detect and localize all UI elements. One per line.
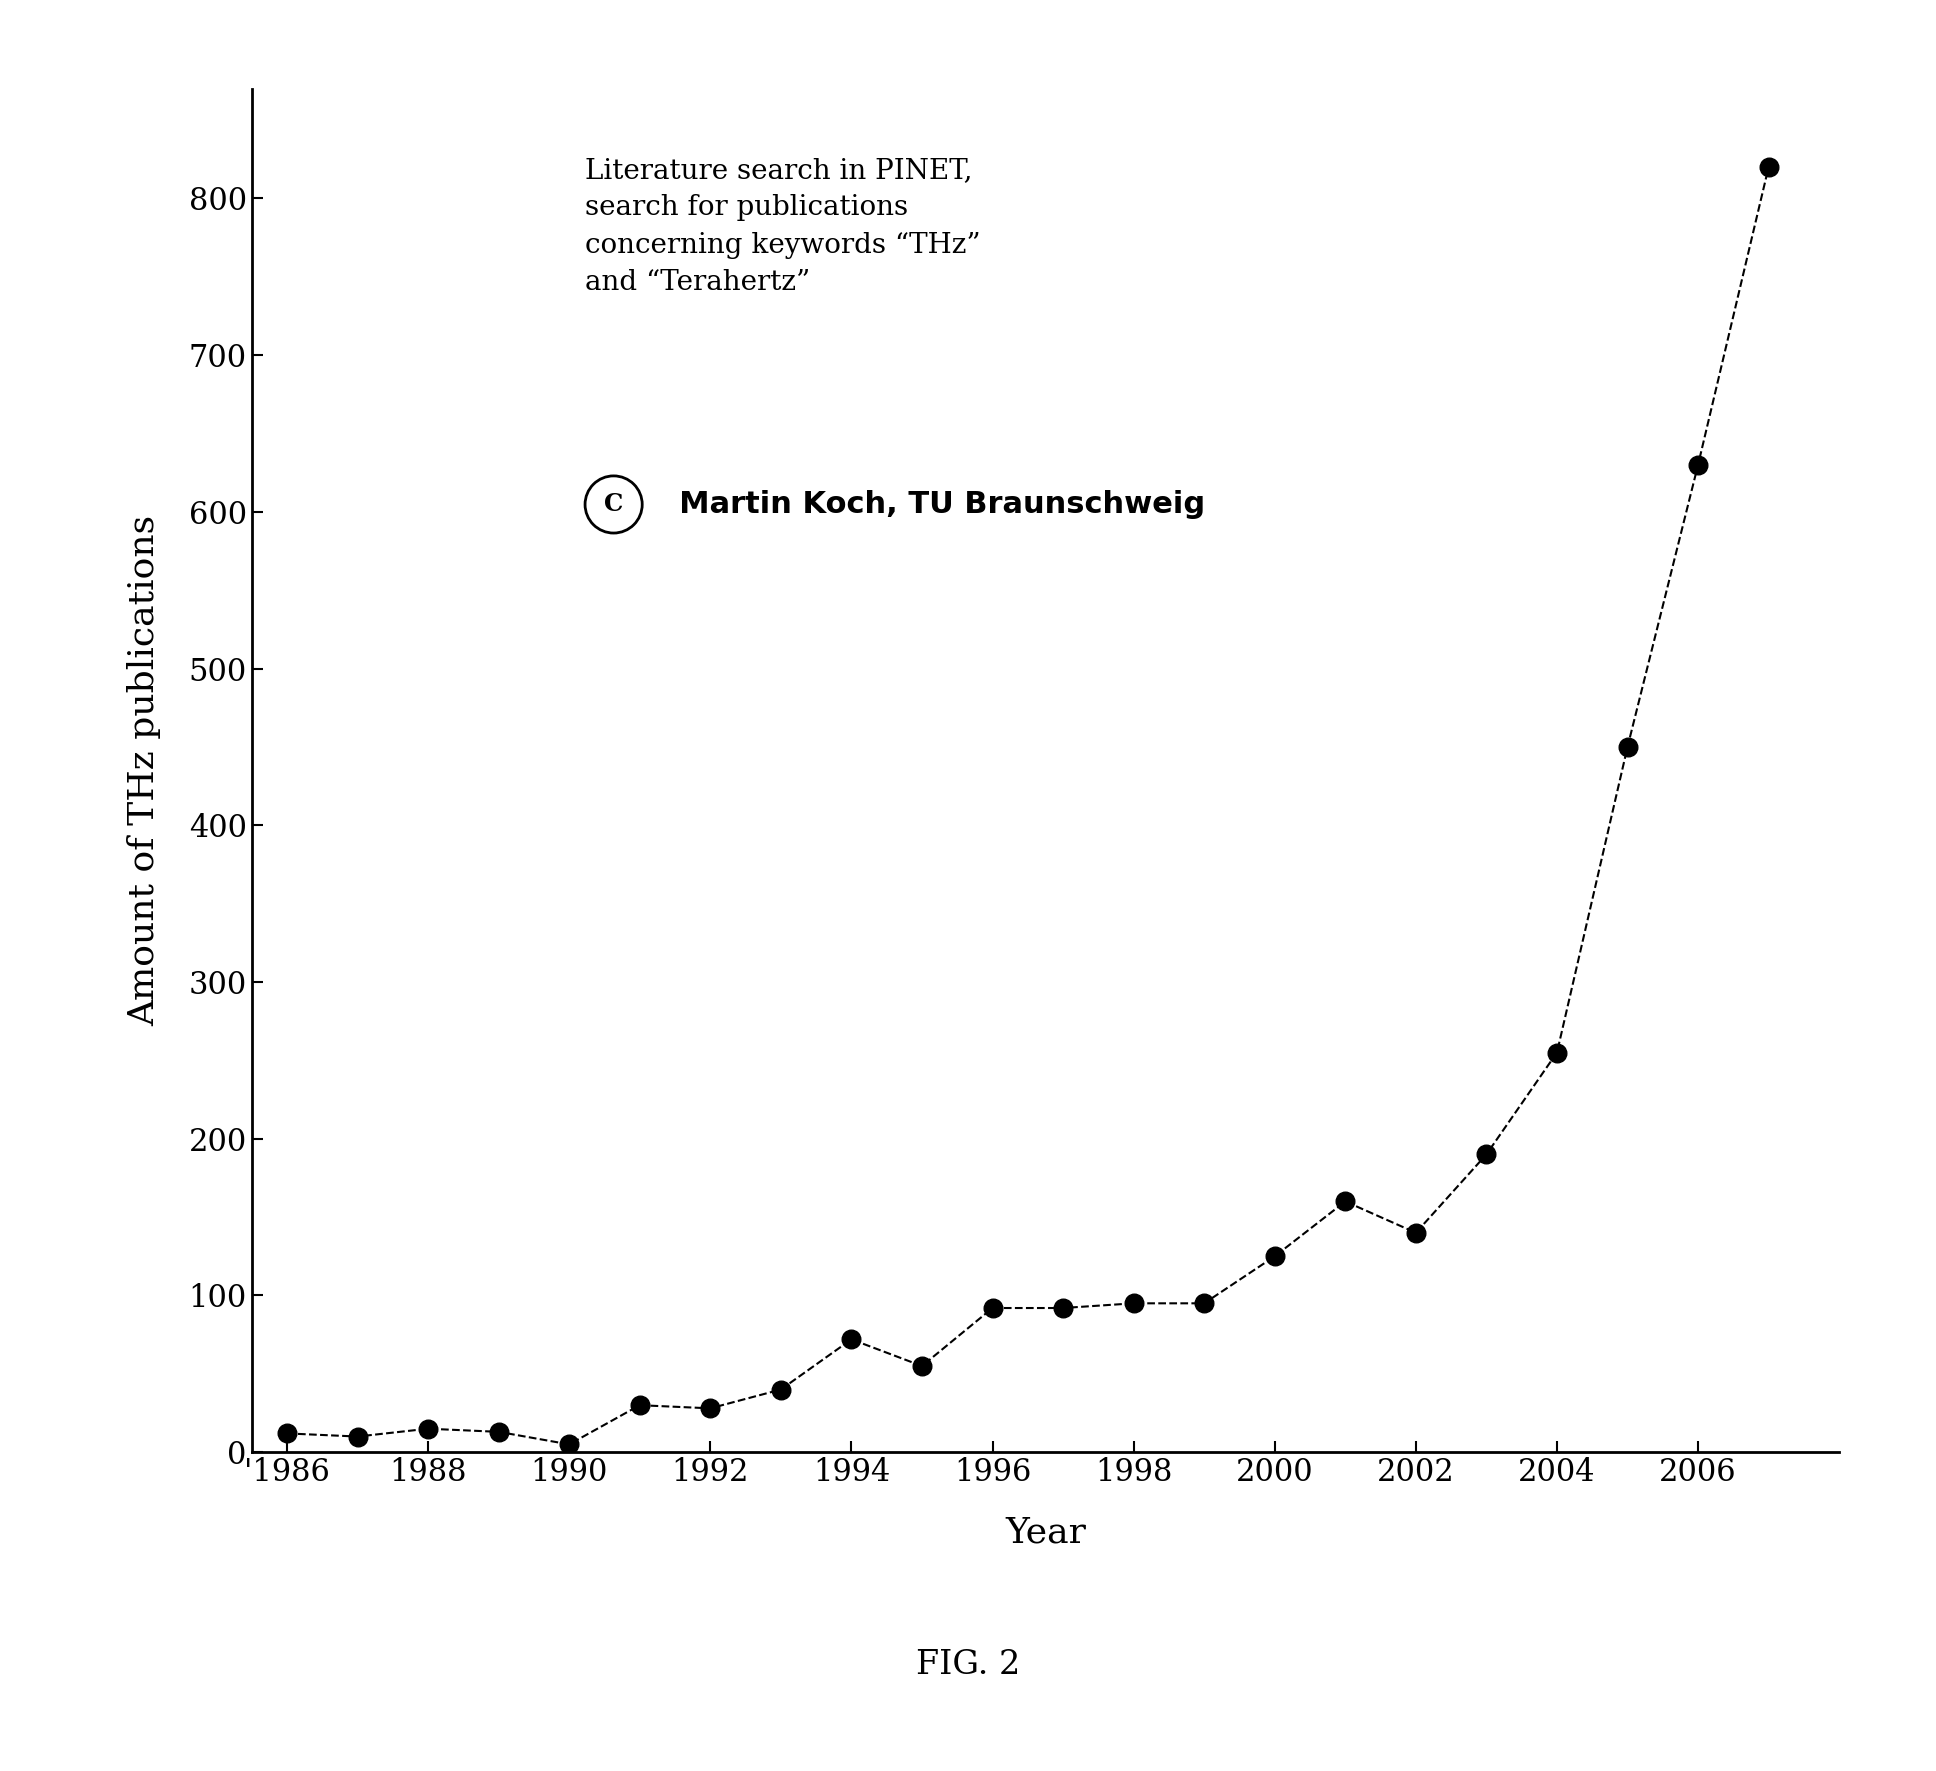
Point bbox=[978, 1295, 1009, 1323]
Point bbox=[1047, 1295, 1078, 1323]
Point bbox=[343, 1422, 374, 1450]
Point bbox=[1189, 1289, 1220, 1318]
Point bbox=[412, 1415, 443, 1443]
Point bbox=[271, 1419, 302, 1447]
Point bbox=[836, 1325, 867, 1353]
Point bbox=[1754, 152, 1785, 181]
Point bbox=[765, 1376, 796, 1404]
Text: C: C bbox=[604, 492, 623, 517]
Text: Literature search in PINET,
search for publications
concerning keywords “THz”
an: Literature search in PINET, search for p… bbox=[585, 158, 982, 296]
Point bbox=[695, 1394, 726, 1422]
Point bbox=[1258, 1241, 1289, 1270]
Point bbox=[1613, 733, 1644, 762]
Point bbox=[1119, 1289, 1150, 1318]
Point bbox=[484, 1417, 515, 1445]
Point bbox=[1471, 1141, 1502, 1169]
Point bbox=[623, 1390, 654, 1419]
Point bbox=[1400, 1218, 1431, 1247]
Text: Martin Koch, TU Braunschweig: Martin Koch, TU Braunschweig bbox=[658, 491, 1206, 519]
Point bbox=[1682, 450, 1713, 478]
Text: FIG. 2: FIG. 2 bbox=[916, 1649, 1020, 1681]
Point bbox=[554, 1431, 585, 1459]
X-axis label: Year: Year bbox=[1005, 1516, 1086, 1550]
Point bbox=[1541, 1038, 1572, 1066]
Point bbox=[1330, 1187, 1361, 1215]
Y-axis label: Amount of THz publications: Amount of THz publications bbox=[126, 515, 161, 1025]
Point bbox=[906, 1351, 937, 1380]
